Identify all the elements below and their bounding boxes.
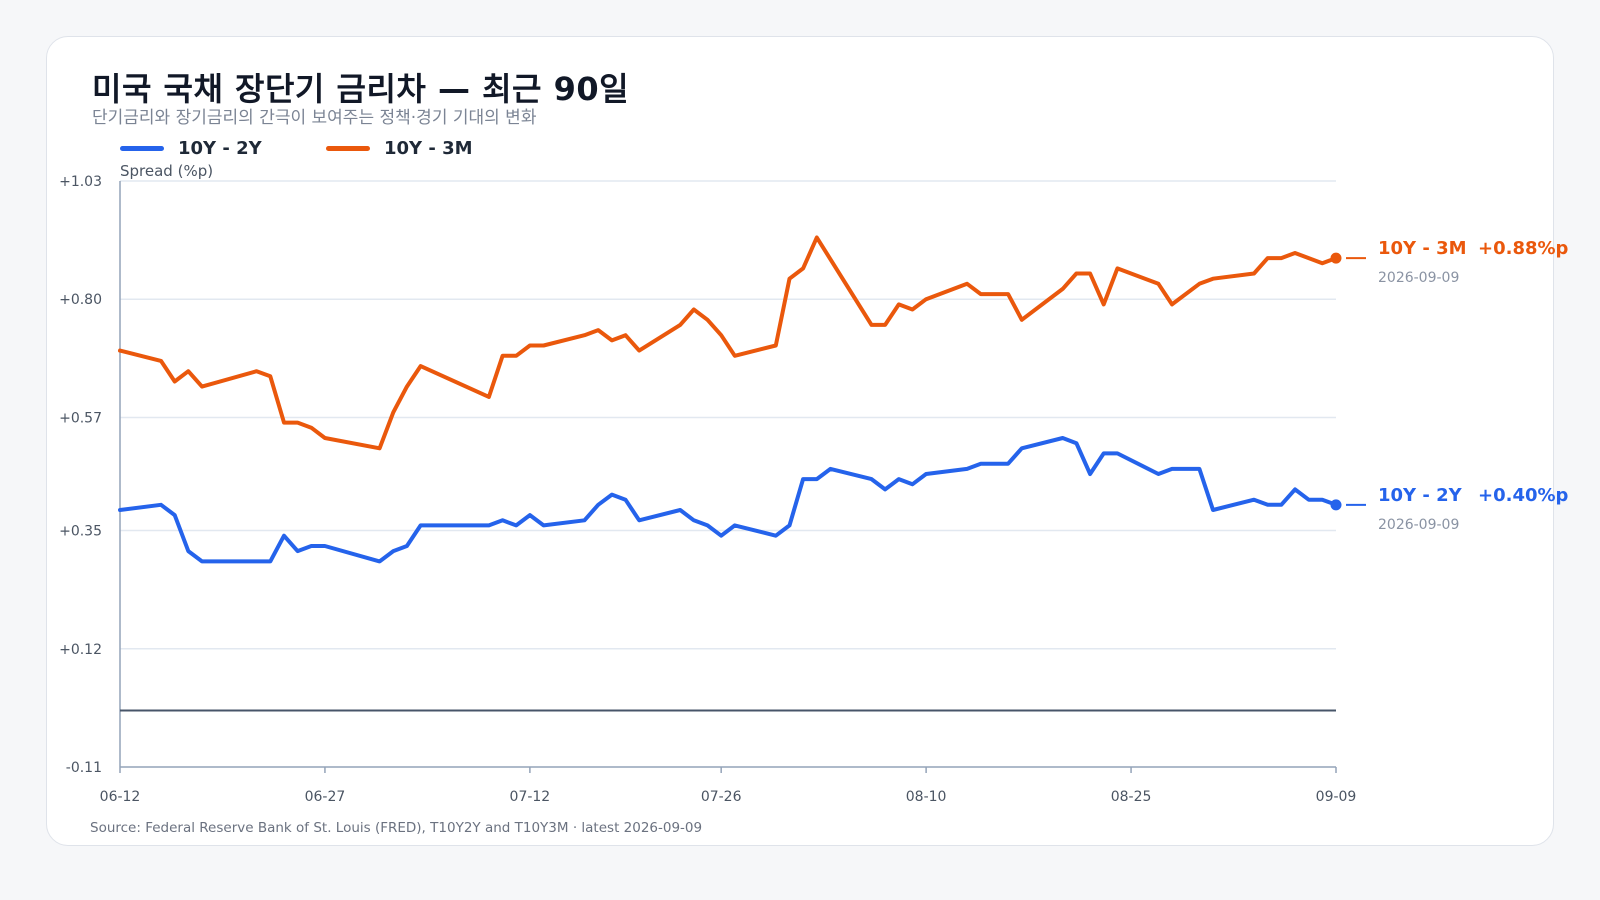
legend-label-10y-3m: 10Y - 3M: [384, 138, 473, 159]
x-tick-label: 08-25: [1111, 789, 1152, 805]
legend-item-10y-2y: 10Y - 2Y: [120, 138, 262, 159]
chart-subtitle: 단기금리와 장기금리의 간극이 보여주는 정책·경기 기대의 변화: [92, 108, 537, 128]
x-tick-label: 06-12: [100, 789, 141, 805]
x-tick-label: 08-10: [906, 789, 947, 805]
series-end-label-10y-3m: 10Y - 3M: [1378, 238, 1467, 259]
legend-swatch-10y-3m: [326, 146, 370, 151]
legend-label-10y-2y: 10Y - 2Y: [178, 138, 262, 159]
series-end-date-10y-3m: 2026-09-09: [1378, 270, 1459, 286]
x-tick-label: 07-26: [701, 789, 742, 805]
series-line-10y-3m: [118, 235, 1338, 451]
y-tick-label: +0.80: [59, 292, 102, 308]
series-end-marker-10y-3m: [1330, 252, 1342, 264]
chart-title: 미국 국채 장단기 금리차 — 최근 90일: [92, 70, 630, 108]
x-tick-label: 09-09: [1316, 789, 1357, 805]
y-tick-label: +0.35: [59, 524, 102, 540]
series-end-value-10y-3m: +0.88%p: [1478, 238, 1569, 259]
y-tick-label: +1.03: [59, 174, 102, 190]
series-end-label-10y-2y: 10Y - 2Y: [1378, 485, 1463, 506]
series-end-date-10y-2y: 2026-09-09: [1378, 517, 1459, 533]
source-note: Source: Federal Reserve Bank of St. Loui…: [90, 820, 703, 836]
x-tick-label: 06-27: [305, 789, 346, 805]
y-tick-label: -0.11: [66, 760, 102, 776]
y-axis-label: Spread (%p): [120, 162, 214, 180]
series-line-10y-2y: [118, 436, 1338, 564]
series-end-value-10y-2y: +0.40%p: [1478, 485, 1569, 506]
series-end-marker-10y-2y: [1330, 499, 1342, 511]
legend-swatch-10y-2y: [120, 146, 164, 151]
y-tick-label: +0.12: [59, 642, 102, 658]
legend-item-10y-3m: 10Y - 3M: [326, 138, 473, 159]
x-tick-label: 07-12: [510, 789, 551, 805]
y-tick-label: +0.57: [59, 410, 102, 426]
